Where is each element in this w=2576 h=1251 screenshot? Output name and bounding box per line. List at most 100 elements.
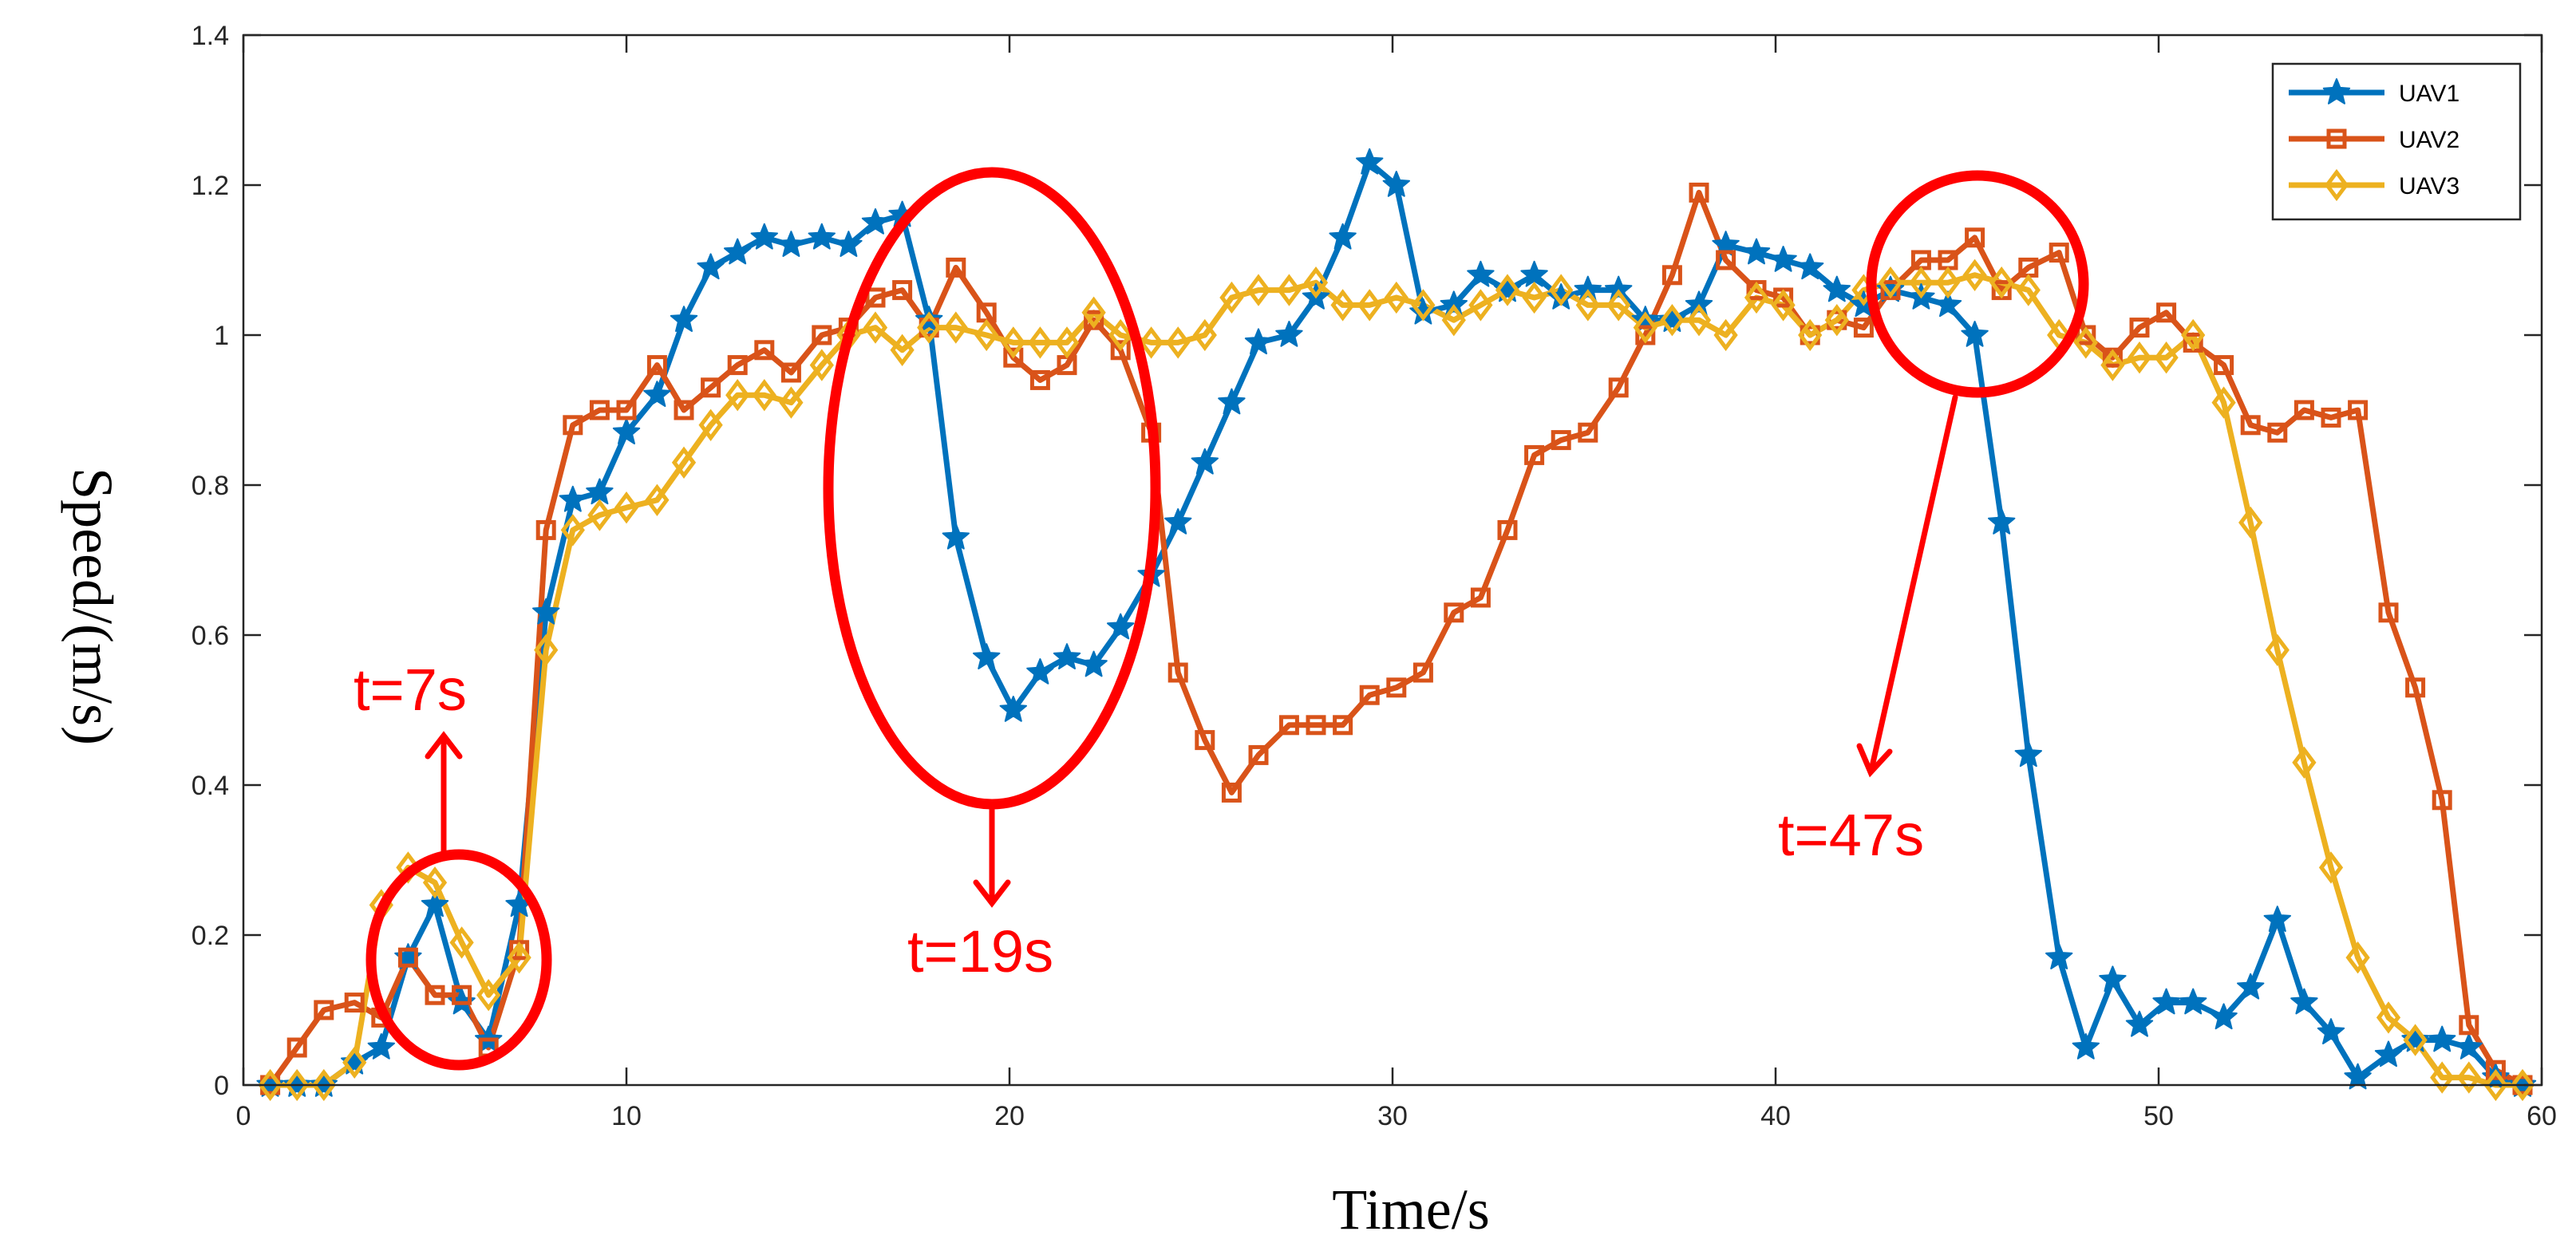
point-uav3-13 [614,491,639,524]
point-uav2-19 [780,362,801,383]
point-uav3-57 [1824,304,1849,337]
point-uav2-14 [646,355,667,376]
point-uav3-40 [1357,289,1382,322]
point-uav3-34 [1192,318,1217,352]
point-uav2-45 [1497,519,1518,540]
point-uav1-56 [1796,253,1824,280]
x-tick-label-6: 60 [2527,1101,2557,1131]
point-uav3-36 [1246,274,1271,306]
point-uav3-31 [1108,318,1133,352]
point-uav3-6 [422,866,448,899]
x-tick-label-5: 50 [2143,1101,2174,1131]
point-uav1-2 [310,1071,338,1097]
point-uav1-45 [1493,275,1522,302]
point-uav2-77 [2378,602,2399,623]
point-uav3-43 [1441,304,1466,337]
point-uav1-11 [559,485,587,512]
point-uav3-73 [2265,633,2290,666]
y-axis-title: Speed/(m/s) [61,468,124,745]
point-uav3-60 [1909,266,1934,299]
point-uav1-13 [612,418,641,444]
point-uav1-1 [283,1071,311,1097]
point-uav2-1 [286,1037,307,1058]
point-uav2-72 [2240,415,2261,436]
point-uav1-49 [1605,275,1633,302]
point-uav2-76 [2348,400,2369,420]
point-uav1-48 [1574,275,1602,302]
point-uav1-66 [2072,1033,2100,1060]
point-uav2-20 [812,325,832,345]
point-uav3-61 [1935,266,1961,299]
plot-markers [256,148,2537,1102]
point-uav3-48 [1575,289,1600,322]
legend-label-uav3: UAV3 [2399,173,2459,199]
point-uav1-15 [670,306,698,332]
point-uav2-69 [2156,302,2177,323]
point-uav2-17 [727,355,748,376]
point-uav1-70 [2179,988,2207,1015]
point-uav2-5 [397,947,418,968]
annotation-label-t47: t=47s [1778,802,1924,868]
point-uav1-3 [341,1048,369,1075]
point-uav3-53 [1713,318,1738,352]
point-uav3-67 [2100,349,2125,381]
point-uav3-7 [449,926,474,959]
point-uav2-22 [865,287,886,308]
axis-ticks: 0 10 20 30 40 50 60 0 0.2 0.4 0.6 0.8 1 1.2 1.4 [192,21,2557,1131]
legend-label-uav2: UAV2 [2399,127,2459,153]
point-uav1-19 [777,231,805,257]
point-uav3-80 [2456,1061,2481,1094]
point-uav1-37 [1275,321,1303,347]
point-uav3-19 [779,386,804,419]
point-uav1-39 [1329,223,1357,250]
point-uav1-20 [808,223,836,250]
point-uav3-39 [1330,289,1355,322]
point-uav2-12 [589,400,610,420]
point-uav1-6 [421,890,449,918]
point-uav2-27 [1003,347,1024,368]
point-uav3-63 [1989,266,2014,299]
point-uav1-57 [1823,275,1851,302]
point-uav3-18 [752,379,776,412]
point-uav1-28 [1026,658,1054,685]
point-uav1-79 [2428,1025,2456,1052]
point-uav3-22 [863,311,888,344]
point-uav2-25 [946,257,966,278]
point-uav3-75 [2318,851,2344,884]
point-uav3-51 [1660,304,1685,337]
point-uav3-24 [917,311,942,344]
point-uav3-20 [809,349,834,381]
point-uav2-38 [1306,715,1326,736]
point-uav2-43 [1444,602,1464,623]
point-uav2-15 [674,400,694,420]
point-uav3-30 [1081,296,1106,329]
point-uav1-71 [2210,1003,2238,1030]
point-uav1-33 [1164,508,1192,535]
point-uav3-11 [560,514,585,547]
point-uav3-15 [671,446,697,479]
point-uav3-69 [2154,341,2179,374]
point-uav1-22 [861,208,890,235]
y-tick-label-5: 1 [214,321,229,351]
point-uav3-46 [1522,281,1547,314]
point-uav2-2 [314,1000,334,1020]
y-tick-label-4: 0.8 [192,471,229,501]
annotations: t=7s t=19s t=47s [354,167,2089,1071]
point-uav1-14 [643,381,671,407]
point-uav2-39 [1333,715,1353,736]
point-uav3-14 [645,483,670,516]
point-uav2-53 [1716,250,1736,270]
point-uav3-3 [342,1046,367,1079]
point-uav3-70 [2181,318,2206,352]
point-uav1-30 [1080,650,1108,677]
point-uav3-76 [2345,941,2370,974]
point-uav3-56 [1798,318,1823,352]
x-tick-label-1: 10 [611,1101,642,1131]
point-uav2-16 [701,377,721,398]
point-uav2-34 [1195,730,1215,751]
legend: UAV1 UAV2 UAV3 [2271,62,2522,221]
point-uav2-80 [2459,1015,2479,1036]
point-uav1-77 [2374,1040,2403,1067]
point-uav3-79 [2430,1061,2455,1094]
point-uav3-17 [725,379,750,412]
